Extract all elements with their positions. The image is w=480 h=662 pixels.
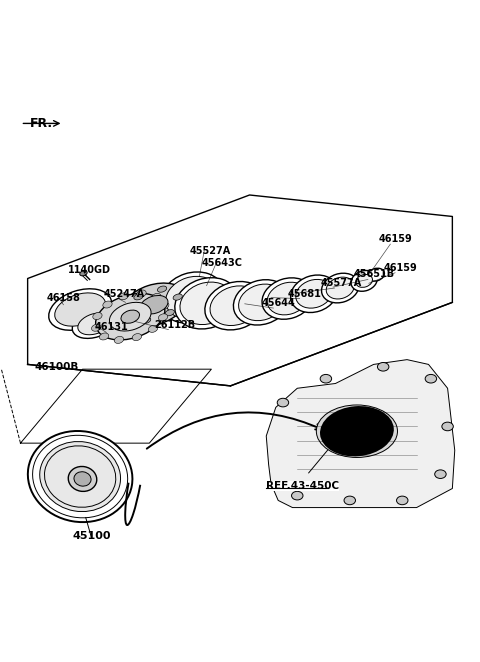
Ellipse shape: [290, 275, 337, 312]
Ellipse shape: [160, 302, 169, 309]
Ellipse shape: [114, 336, 124, 344]
Text: 45577A: 45577A: [320, 278, 361, 288]
Text: 26112B: 26112B: [154, 320, 195, 330]
Text: 1140GD: 1140GD: [68, 265, 111, 275]
Ellipse shape: [344, 496, 356, 504]
Ellipse shape: [435, 470, 446, 479]
Text: 46159: 46159: [378, 234, 412, 244]
Ellipse shape: [122, 283, 186, 326]
Text: 46100B: 46100B: [35, 361, 79, 371]
Ellipse shape: [28, 431, 132, 522]
Text: 45527A: 45527A: [190, 246, 231, 256]
Ellipse shape: [96, 293, 165, 340]
Ellipse shape: [277, 399, 288, 407]
Ellipse shape: [119, 293, 128, 300]
Ellipse shape: [165, 310, 174, 316]
Ellipse shape: [160, 272, 224, 323]
Ellipse shape: [132, 334, 142, 341]
Text: REF.43-450C: REF.43-450C: [266, 481, 339, 491]
Ellipse shape: [233, 279, 289, 325]
Ellipse shape: [80, 271, 87, 276]
Ellipse shape: [296, 279, 332, 308]
Ellipse shape: [205, 281, 265, 330]
Ellipse shape: [157, 286, 167, 292]
Ellipse shape: [322, 273, 359, 303]
Ellipse shape: [142, 317, 151, 324]
Ellipse shape: [425, 375, 437, 383]
Ellipse shape: [180, 282, 233, 324]
Ellipse shape: [92, 324, 101, 331]
Ellipse shape: [320, 375, 332, 383]
Ellipse shape: [121, 310, 140, 323]
Polygon shape: [266, 359, 455, 508]
Ellipse shape: [126, 309, 135, 316]
Text: 46131: 46131: [95, 322, 128, 332]
Text: 46158: 46158: [47, 293, 81, 303]
Text: FR.: FR.: [30, 117, 53, 130]
Ellipse shape: [316, 405, 397, 457]
Ellipse shape: [72, 309, 117, 338]
Text: 45247A: 45247A: [104, 289, 145, 299]
Text: 45651B: 45651B: [354, 269, 395, 279]
Ellipse shape: [267, 282, 308, 315]
Ellipse shape: [166, 276, 219, 319]
Ellipse shape: [262, 278, 313, 319]
Ellipse shape: [68, 467, 97, 491]
Ellipse shape: [356, 275, 372, 287]
Ellipse shape: [48, 289, 111, 330]
Text: 45644: 45644: [262, 298, 295, 308]
Ellipse shape: [152, 293, 161, 301]
Ellipse shape: [93, 312, 102, 320]
Ellipse shape: [368, 268, 384, 281]
Ellipse shape: [40, 442, 120, 512]
Ellipse shape: [239, 284, 284, 320]
Ellipse shape: [173, 294, 182, 300]
Ellipse shape: [78, 313, 111, 335]
Ellipse shape: [55, 293, 106, 326]
Ellipse shape: [377, 363, 389, 371]
Text: 45643C: 45643C: [202, 258, 243, 268]
Text: 46159: 46159: [383, 263, 417, 273]
Ellipse shape: [109, 303, 151, 331]
Ellipse shape: [326, 277, 354, 299]
Ellipse shape: [148, 325, 157, 332]
Ellipse shape: [442, 422, 453, 431]
Ellipse shape: [99, 333, 109, 340]
Ellipse shape: [396, 496, 408, 504]
Ellipse shape: [137, 290, 146, 297]
Ellipse shape: [351, 271, 377, 291]
Ellipse shape: [158, 314, 168, 321]
Ellipse shape: [210, 286, 261, 326]
Ellipse shape: [134, 294, 143, 300]
Ellipse shape: [175, 277, 239, 329]
Ellipse shape: [320, 406, 394, 456]
Ellipse shape: [74, 472, 91, 486]
Ellipse shape: [103, 301, 112, 308]
Text: 45100: 45100: [73, 531, 111, 541]
Text: 45681: 45681: [288, 289, 322, 299]
Ellipse shape: [140, 295, 168, 314]
Ellipse shape: [291, 491, 303, 500]
